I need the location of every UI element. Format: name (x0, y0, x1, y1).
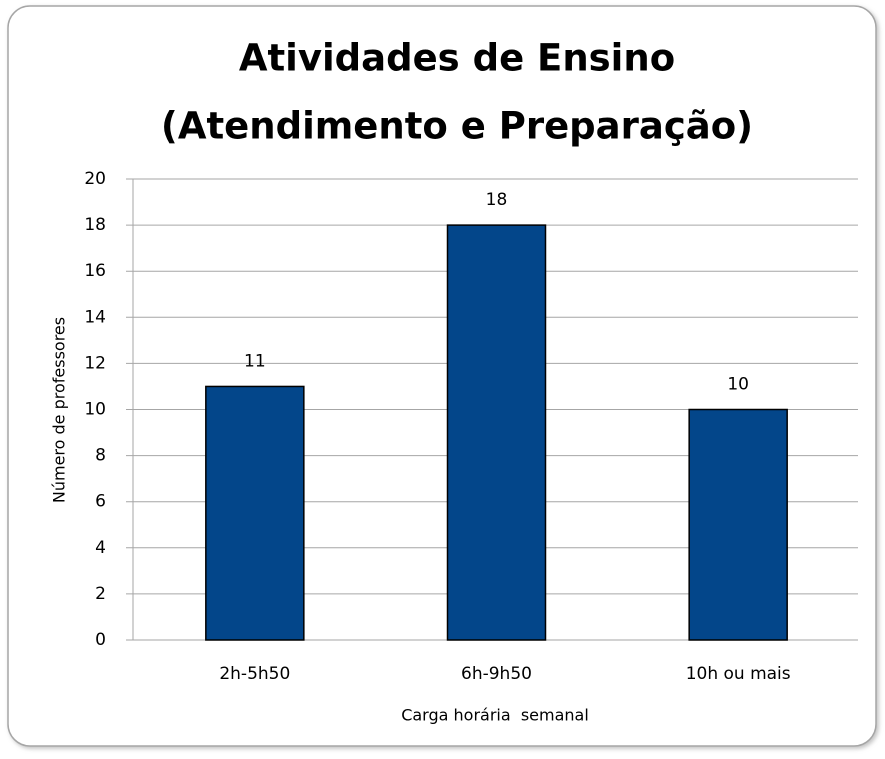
data-label: 10 (727, 375, 749, 395)
y-tick-label: 20 (84, 169, 106, 189)
y-tick-label: 2 (95, 584, 106, 604)
bar (688, 408, 788, 641)
y-tick-label: 4 (95, 538, 106, 558)
y-tick-label: 8 (95, 446, 106, 466)
bar (205, 385, 305, 641)
y-tick-label: 10 (84, 400, 106, 420)
x-tick-label: 2h-5h50 (219, 664, 290, 684)
chart-title: (Atendimento e Preparação) (161, 105, 753, 148)
x-tick-label: 6h-9h50 (461, 664, 532, 684)
data-label: 11 (244, 351, 266, 371)
x-axis-label: Carga horária semanal (401, 706, 589, 725)
y-tick-label: 0 (95, 630, 106, 650)
y-tick-label: 12 (84, 353, 106, 373)
y-tick-label: 6 (95, 492, 106, 512)
bar (446, 224, 547, 641)
x-tick-label: 10h ou mais (686, 664, 791, 684)
y-axis-label: Número de professores (50, 317, 69, 503)
data-label: 18 (486, 190, 508, 210)
y-tick-label: 18 (84, 215, 106, 235)
chart-title: Atividades de Ensino (239, 37, 675, 80)
y-tick-label: 14 (84, 307, 106, 327)
y-tick-label: 16 (84, 261, 106, 281)
